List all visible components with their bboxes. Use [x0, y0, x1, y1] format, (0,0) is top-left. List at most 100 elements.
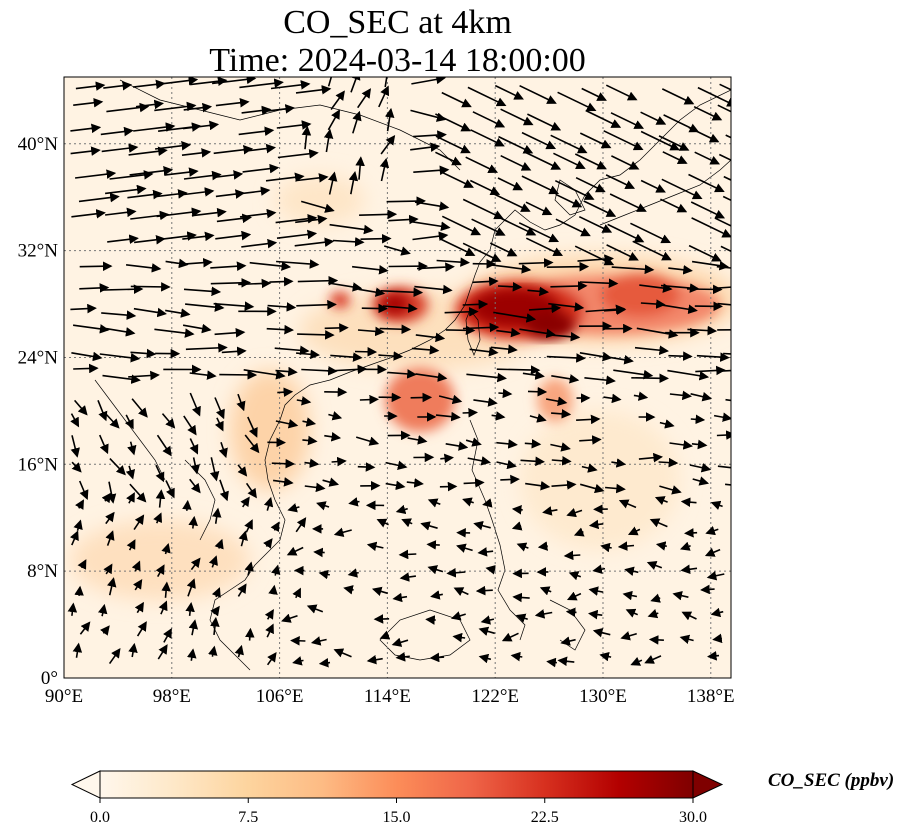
wind-arrow — [679, 634, 694, 644]
wind-arrow — [462, 497, 474, 507]
wind-arrow — [575, 176, 606, 193]
wind-arrow — [190, 557, 201, 571]
wind-arrow — [406, 478, 424, 488]
wind-arrow — [240, 186, 271, 196]
wind-arrow — [105, 184, 147, 195]
y-tick-label: 24°N — [18, 347, 59, 368]
wind-arrow — [647, 609, 659, 619]
wind-arrow — [493, 311, 537, 323]
wind-arrow — [636, 327, 679, 339]
wind-arrow — [471, 218, 506, 236]
wind-arrow — [462, 322, 500, 333]
wind-arrow — [221, 346, 247, 357]
wind-arrow — [472, 276, 499, 287]
wind-arrow — [154, 101, 197, 112]
wind-arrow — [164, 167, 199, 177]
title-line-1: CO_SEC at 4km — [283, 4, 512, 41]
wind-arrow — [472, 111, 506, 128]
wind-arrow — [70, 146, 101, 156]
wind-arrow — [133, 514, 145, 531]
wind-arrow — [525, 201, 553, 216]
wind-arrow — [133, 307, 167, 318]
wind-arrow — [210, 261, 247, 271]
wind-arrow — [438, 394, 463, 405]
wind-arrow — [265, 104, 295, 114]
wind-arrow — [380, 135, 396, 155]
wind-arrow — [469, 179, 501, 196]
wind-arrow — [161, 581, 171, 598]
map-title: CO_SEC at 4km Time: 2024-03-14 18:00:00 — [64, 4, 731, 80]
wind-arrow — [350, 77, 361, 93]
wind-arrow — [366, 541, 384, 552]
wind-arrow — [714, 217, 731, 227]
wind-arrow — [603, 393, 622, 404]
wind-arrow — [560, 636, 576, 646]
wind-arrow — [618, 499, 637, 509]
sulawesi — [549, 599, 586, 651]
wind-arrow — [719, 369, 731, 372]
wind-arrow — [327, 171, 338, 195]
wind-arrow — [332, 237, 365, 247]
wind-arrow — [501, 632, 519, 642]
wind-arrow — [127, 441, 137, 456]
wind-arrow — [696, 352, 730, 362]
wind-arrow — [318, 658, 331, 668]
wind-arrow — [244, 519, 253, 533]
wind-arrow — [294, 237, 335, 248]
wind-arrow — [103, 80, 133, 91]
wind-arrow — [497, 281, 523, 292]
x-axis-labels: 90°E 98°E 106°E 114°E 122°E 130°E 138°E — [45, 686, 735, 707]
wind-arrow — [546, 353, 586, 363]
wind-arrow — [631, 373, 669, 384]
wind-arrow — [426, 540, 440, 550]
wind-arrow — [297, 330, 335, 340]
wind-arrow — [208, 555, 218, 568]
wind-arrow — [466, 372, 507, 383]
wind-arrow — [500, 154, 532, 171]
wind-arrow — [277, 148, 319, 159]
wind-arrow — [188, 619, 199, 636]
wind-arrow — [500, 108, 534, 126]
wind-arrow — [490, 344, 518, 354]
wind-arrow — [357, 326, 385, 337]
wind-arrow — [359, 394, 379, 405]
wind-arrow — [401, 518, 413, 528]
wind-arrow — [328, 411, 343, 421]
wind-arrow — [324, 323, 349, 333]
wind-arrow — [242, 163, 280, 174]
wind-arrow — [497, 177, 524, 191]
northern-border — [119, 79, 461, 171]
wind-arrow — [216, 213, 252, 224]
wind-arrow — [182, 231, 215, 242]
wind-arrow — [211, 587, 221, 598]
wind-arrow — [435, 151, 462, 166]
wind-arrow — [125, 465, 136, 480]
wind-arrow — [688, 244, 722, 262]
wind-arrow — [263, 496, 274, 511]
wind-arrow — [579, 278, 619, 289]
wind-arrow — [316, 501, 330, 511]
wind-arrow — [630, 656, 643, 666]
wind-arrow — [694, 151, 721, 165]
wind-arrow — [352, 265, 389, 275]
wind-arrow — [239, 208, 277, 219]
wind-arrow — [568, 571, 582, 581]
wind-arrow — [155, 564, 165, 577]
wind-arrow — [209, 457, 220, 482]
wind-arrow — [379, 157, 390, 182]
wind-arrow — [414, 201, 450, 211]
y-tick-label: 32°N — [18, 241, 59, 262]
wind-arrow — [329, 223, 374, 235]
wind-arrow — [73, 519, 83, 531]
wind-arrow — [128, 642, 138, 658]
wind-arrow — [659, 485, 682, 495]
wind-arrow — [385, 460, 408, 470]
wind-arrow — [648, 635, 664, 645]
wind-arrow — [156, 434, 172, 457]
wind-arrow — [105, 530, 115, 546]
wind-arrow — [525, 480, 551, 491]
wind-arrow — [327, 77, 333, 87]
wind-arrow — [611, 264, 655, 275]
wind-arrow — [155, 489, 166, 508]
wind-arrow — [354, 347, 378, 357]
